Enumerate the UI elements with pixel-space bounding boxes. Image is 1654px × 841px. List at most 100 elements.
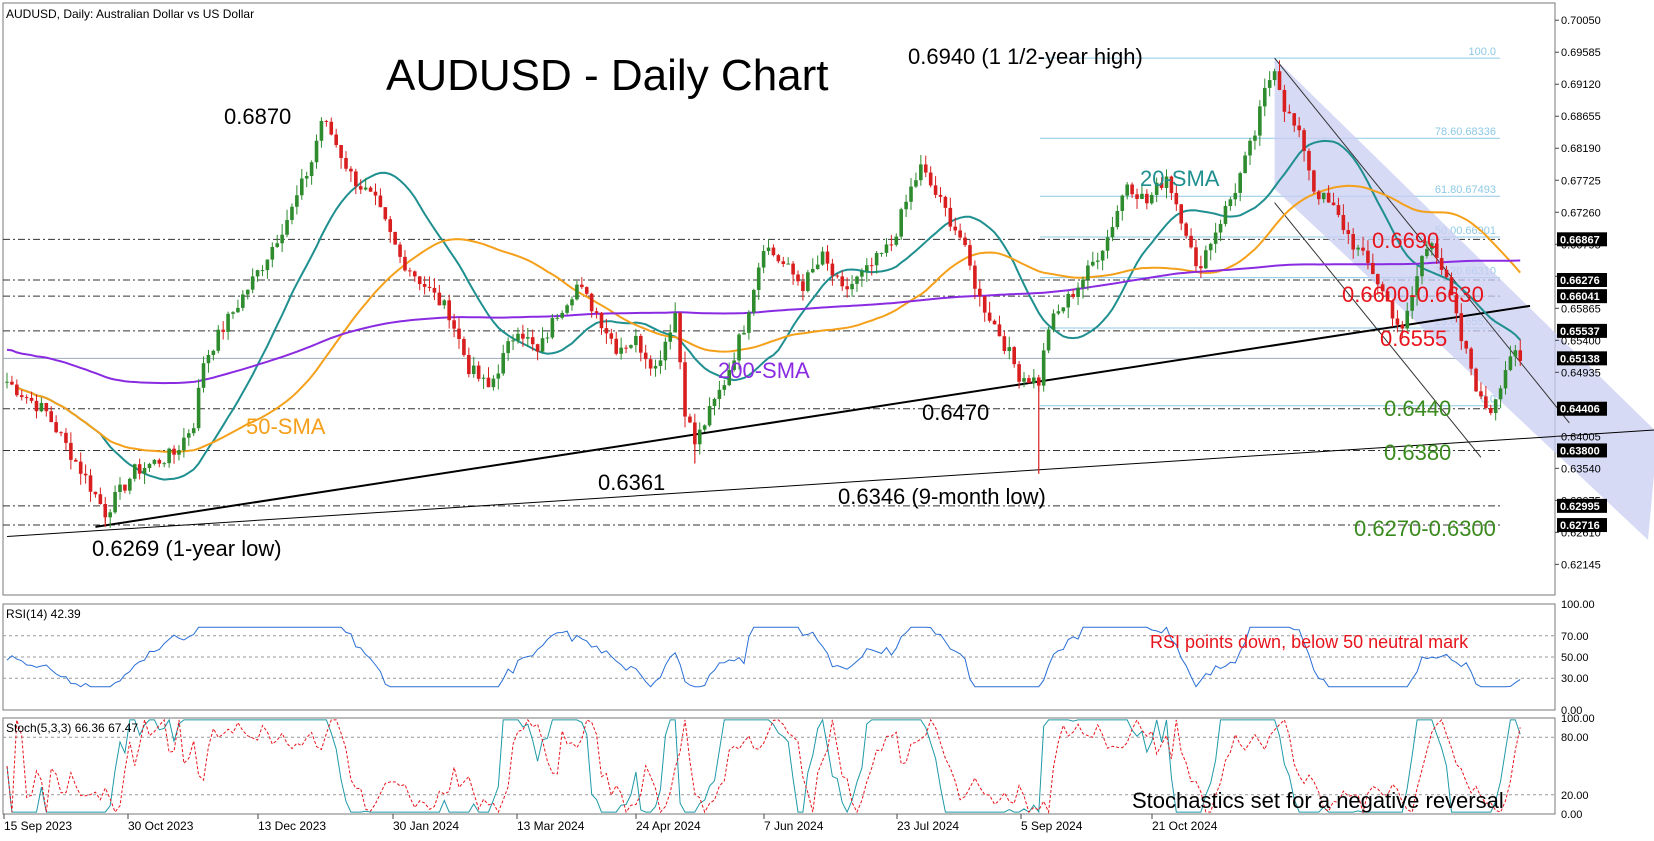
candle-body: [835, 275, 840, 277]
candle-body: [1056, 311, 1061, 314]
x-tick-label-3: 30 Jan 2024: [393, 819, 459, 833]
price-highlight-label-5: 0.64406: [1560, 404, 1600, 416]
candle-body: [717, 389, 722, 399]
candle-body: [958, 230, 962, 238]
chart-title: AUDUSD - Daily Chart: [386, 51, 829, 100]
candle-body: [462, 339, 466, 355]
candle-body: [1130, 184, 1134, 195]
candle-body: [69, 442, 73, 460]
candle-body: [525, 337, 530, 339]
price-tick-label-11: 0.64935: [1561, 367, 1601, 379]
candle-body: [476, 365, 481, 379]
candle-body: [162, 463, 167, 465]
x-tick-label-4: 13 Mar 2024: [517, 819, 585, 833]
level-label-0-6690: 0.6690: [1372, 228, 1439, 253]
candle-body: [693, 422, 697, 445]
candle-body: [1091, 261, 1095, 266]
price-tick-label-1: 0.69585: [1561, 47, 1601, 59]
candle-body: [78, 461, 83, 474]
candle-body: [1140, 193, 1144, 199]
candle-body: [982, 296, 987, 313]
candle-body: [1385, 291, 1390, 302]
candle-body: [39, 402, 44, 412]
candle-body: [285, 220, 289, 235]
candle-body: [1002, 336, 1007, 351]
candle-body: [1454, 295, 1459, 314]
candle-body: [771, 247, 776, 256]
candle-body: [638, 335, 643, 353]
stoch-tick-1: 80.00: [1561, 732, 1589, 744]
candle-body: [712, 398, 717, 407]
candle-body: [1174, 193, 1179, 205]
candle-body: [589, 293, 594, 312]
candle-body: [354, 171, 358, 187]
level-label-0-6270-0-6300: 0.6270-0.6300: [1354, 516, 1496, 541]
candle-body: [506, 341, 510, 354]
candle-body: [44, 402, 49, 412]
candle-body: [88, 475, 93, 492]
candle-body: [1508, 356, 1513, 371]
candle-body: [796, 274, 800, 282]
annotation-0-6470: 0.6470: [922, 400, 989, 425]
candle-body: [73, 459, 78, 462]
candle-body: [511, 340, 515, 342]
candle-body: [496, 373, 501, 379]
candle-body: [1449, 277, 1454, 296]
candle-body: [471, 365, 476, 375]
x-tick-label-7: 23 Jul 2024: [897, 819, 959, 833]
candle-body: [432, 287, 437, 293]
candle-body: [147, 463, 152, 469]
sma-200-line: [6, 259, 1521, 385]
candle-body: [1356, 247, 1360, 250]
candle-body: [688, 416, 692, 423]
price-tick-label-12: 0.64005: [1561, 431, 1601, 443]
candle-body: [658, 360, 663, 366]
candle-body: [1135, 194, 1139, 199]
candle-body: [83, 473, 88, 476]
candle-body: [1434, 243, 1439, 258]
candle-body: [1007, 347, 1012, 351]
candle-body: [1115, 210, 1120, 228]
price-tick-label-6: 0.67260: [1561, 207, 1601, 219]
candle-body: [825, 251, 830, 264]
candle-body: [417, 276, 422, 285]
candle-body: [363, 187, 368, 190]
candle-body: [565, 305, 569, 313]
candle-body: [540, 338, 545, 352]
candle-body: [142, 468, 147, 474]
candle-body: [128, 478, 132, 491]
candle-body: [1375, 273, 1380, 285]
annotation-1-year-low: 0.6269 (1-year low): [92, 536, 282, 561]
candle-body: [1213, 232, 1218, 244]
candle-body: [840, 276, 845, 287]
rising-trendline: [95, 304, 1531, 528]
price-highlight-box-5: [1557, 401, 1607, 416]
candle-body: [132, 464, 137, 479]
price-highlight-label-2: 0.66041: [1560, 291, 1600, 303]
x-tick-label-2: 13 Dec 2023: [258, 819, 326, 833]
candle-body: [314, 140, 319, 163]
candle-body: [1022, 378, 1026, 382]
candle-body: [570, 299, 574, 306]
rsi-tick-4: 0.00: [1561, 705, 1582, 717]
price-highlight-box-1: [1557, 273, 1607, 288]
candle-body: [619, 347, 623, 354]
candle-body: [216, 329, 221, 351]
candle-body: [624, 347, 628, 349]
candle-body: [1071, 293, 1075, 297]
candle-body: [668, 332, 673, 342]
candle-body: [953, 226, 958, 231]
sma-50-line: [16, 184, 1521, 453]
candle-body: [1095, 260, 1100, 262]
candle-body: [791, 263, 795, 275]
candle-body: [1307, 150, 1311, 171]
candle-body: [1464, 341, 1469, 349]
candle-body: [186, 433, 191, 438]
candle-body: [1149, 194, 1154, 204]
candle-body: [933, 185, 938, 195]
candle-body: [1253, 135, 1257, 141]
candle-body: [923, 164, 928, 173]
candle-body: [403, 256, 407, 271]
candle-body: [1415, 276, 1419, 296]
